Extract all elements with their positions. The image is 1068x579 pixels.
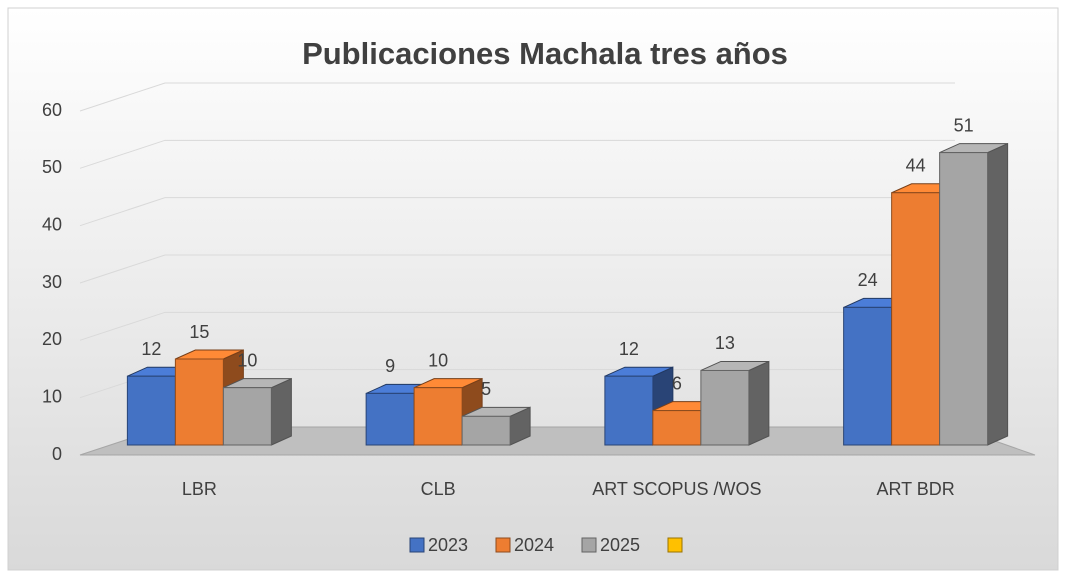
legend-swatch xyxy=(495,537,511,553)
legend-swatch xyxy=(409,537,425,553)
value-label: 10 xyxy=(237,350,257,370)
bar-front xyxy=(365,392,415,446)
y-tick-label: 0 xyxy=(52,444,62,464)
legend-label: 2024 xyxy=(514,535,554,555)
y-tick-label: 10 xyxy=(42,386,62,406)
x-tick-label: ART BDR xyxy=(876,479,954,499)
bar xyxy=(700,360,770,446)
value-label: 51 xyxy=(954,115,974,135)
legend-swatch xyxy=(581,537,597,553)
bar-front xyxy=(843,306,893,446)
bar-front xyxy=(126,375,176,446)
bar-side xyxy=(987,142,1009,446)
bar-front xyxy=(604,375,654,446)
value-label: 24 xyxy=(858,270,878,290)
bar-front xyxy=(652,410,702,446)
value-label: 15 xyxy=(189,322,209,342)
bar-side xyxy=(748,360,770,446)
value-label: 13 xyxy=(715,333,735,353)
legend-label: 2023 xyxy=(428,535,468,555)
x-tick-label: LBR xyxy=(182,479,217,499)
y-tick-label: 50 xyxy=(42,157,62,177)
value-label: 10 xyxy=(428,350,448,370)
value-label: 5 xyxy=(481,379,491,399)
bar xyxy=(222,377,292,446)
legend-label: 2025 xyxy=(600,535,640,555)
bar-front xyxy=(174,358,224,446)
value-label: 12 xyxy=(619,339,639,359)
bar-front xyxy=(891,192,941,446)
x-tick-label: ART SCOPUS /WOS xyxy=(592,479,761,499)
bar-front xyxy=(461,415,511,446)
bar-front xyxy=(222,387,272,446)
bar xyxy=(461,406,531,446)
bar-front xyxy=(939,152,989,446)
grid-line xyxy=(79,139,955,169)
chart-background xyxy=(7,7,1059,571)
bar xyxy=(939,142,1009,446)
y-tick-label: 20 xyxy=(42,329,62,349)
value-label: 44 xyxy=(906,155,926,175)
value-label: 6 xyxy=(672,373,682,393)
y-tick-label: 30 xyxy=(42,272,62,292)
y-tick-label: 40 xyxy=(42,214,62,234)
chart-title: Publicaciones Machala tres años xyxy=(302,36,788,71)
bar-front xyxy=(700,369,750,446)
grid-line xyxy=(79,197,955,227)
bar-front xyxy=(413,387,463,446)
value-label: 9 xyxy=(385,356,395,376)
x-tick-label: CLB xyxy=(421,479,456,499)
y-tick-label: 60 xyxy=(42,100,62,120)
bar-side xyxy=(270,377,292,446)
grid-line xyxy=(79,82,955,112)
value-label: 12 xyxy=(141,339,161,359)
legend-swatch xyxy=(667,537,683,553)
grid-line xyxy=(79,254,955,284)
grid-line xyxy=(79,311,955,341)
